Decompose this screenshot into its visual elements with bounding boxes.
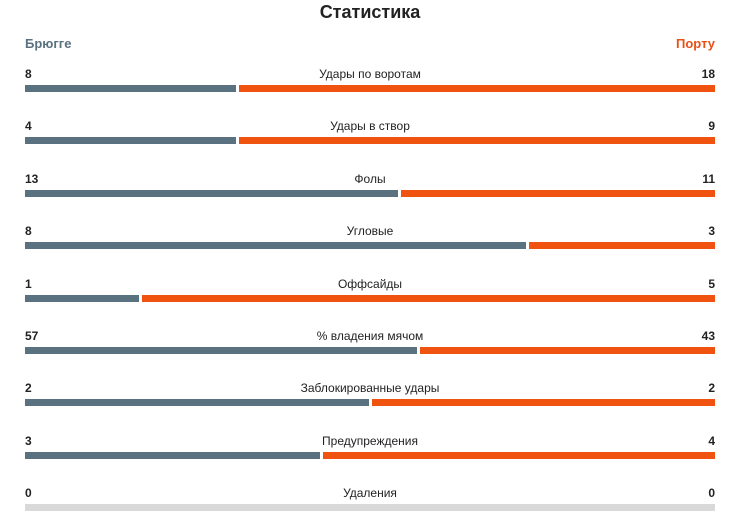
- stat-away-value: 18: [701, 67, 715, 81]
- stat-label: % владения мячом: [316, 329, 424, 343]
- stat-bar: [25, 85, 715, 92]
- stat-bar-home: [25, 190, 398, 197]
- stat-bar-away: [419, 347, 715, 354]
- stat-away-value: 9: [708, 119, 715, 133]
- stat-bar: [25, 190, 715, 197]
- stat-bar-away: [400, 190, 715, 197]
- stat-label: Фолы: [354, 172, 386, 186]
- stat-bar-home: [25, 295, 139, 302]
- stat-home-value: 3: [25, 434, 32, 448]
- stat-away-value: 2: [708, 381, 715, 395]
- stat-row: 0 Удаления 0: [25, 486, 715, 520]
- stat-row: 13 Фолы 11: [25, 172, 715, 206]
- stat-bar-empty: [25, 504, 715, 511]
- stat-row: 2 Заблокированные удары 2: [25, 381, 715, 415]
- stat-row: 3 Предупреждения 4: [25, 434, 715, 468]
- stat-away-value: 4: [708, 434, 715, 448]
- stat-home-value: 13: [25, 172, 39, 186]
- stat-bar: [25, 295, 715, 302]
- stat-label: Удары в створ: [330, 119, 410, 133]
- stat-home-value: 2: [25, 381, 32, 395]
- stat-home-value: 1: [25, 277, 32, 291]
- stat-away-value: 3: [708, 224, 715, 238]
- stat-bar-home: [25, 347, 417, 354]
- stat-bar-home: [25, 242, 526, 249]
- stat-bar-away: [238, 137, 715, 144]
- stat-bar: [25, 452, 715, 459]
- stat-away-value: 43: [701, 329, 715, 343]
- stat-row: 57 % владения мячом 43: [25, 329, 715, 363]
- stat-row: 1 Оффсайды 5: [25, 277, 715, 311]
- stat-home-value: 4: [25, 119, 32, 133]
- stat-away-value: 11: [702, 172, 715, 186]
- home-team-name: Брюгге: [25, 36, 72, 51]
- stat-bar: [25, 137, 715, 144]
- stat-bar-home: [25, 452, 320, 459]
- stat-bar-away: [238, 85, 715, 92]
- stat-bar: [25, 399, 715, 406]
- stat-away-value: 5: [708, 277, 715, 291]
- stat-label: Предупреждения: [322, 434, 418, 448]
- stat-bar-away: [141, 295, 715, 302]
- stat-home-value: 0: [25, 486, 32, 500]
- stat-row: 8 Удары по воротам 18: [25, 67, 715, 101]
- stat-home-value: 8: [25, 224, 32, 238]
- stat-bar: [25, 504, 715, 511]
- stat-bar-home: [25, 399, 369, 406]
- stat-home-value: 57: [25, 329, 39, 343]
- stat-home-value: 8: [25, 67, 32, 81]
- stat-bar-home: [25, 137, 236, 144]
- stat-row: 8 Угловые 3: [25, 224, 715, 258]
- stat-row: 4 Удары в створ 9: [25, 119, 715, 153]
- stat-label: Угловые: [346, 224, 394, 238]
- stat-bar-away: [528, 242, 715, 249]
- stat-label: Удаления: [343, 486, 397, 500]
- stat-bar-away: [371, 399, 715, 406]
- stat-label: Оффсайды: [337, 277, 403, 291]
- stat-bar: [25, 242, 715, 249]
- stat-label: Заблокированные удары: [300, 381, 440, 395]
- stat-bar-home: [25, 85, 236, 92]
- stat-away-value: 0: [708, 486, 715, 500]
- page-title: Статистика: [319, 2, 421, 22]
- stat-label: Удары по воротам: [319, 67, 421, 81]
- away-team-name: Порту: [676, 36, 715, 51]
- stat-bar: [25, 347, 715, 354]
- stat-bar-away: [322, 452, 715, 459]
